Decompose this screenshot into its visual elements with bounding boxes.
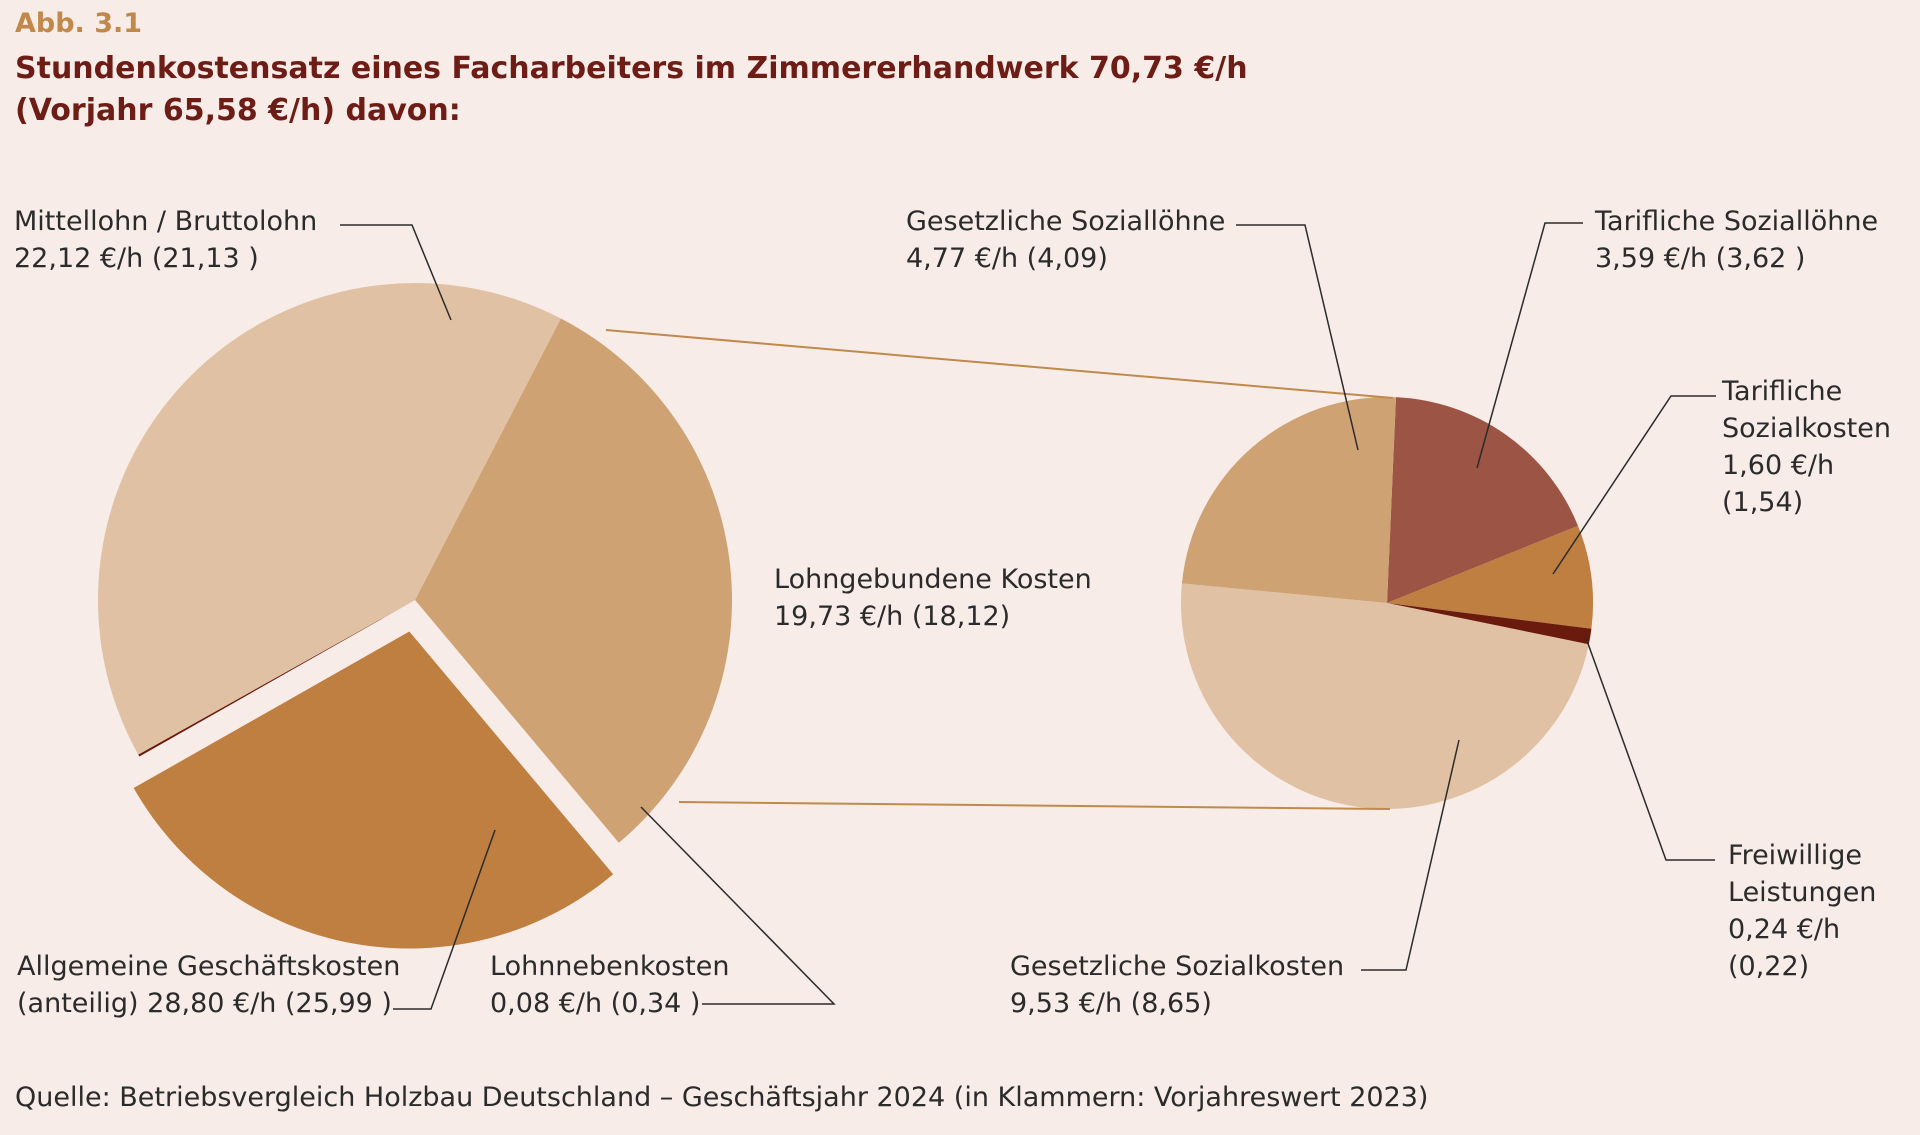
slice-geschaeftskosten bbox=[97, 282, 561, 755]
label-tarifliche-sozialloehne: Tarifliche Soziallöhne 3,59 €/h (3,62 ) bbox=[1595, 203, 1878, 277]
figure-label: Abb. 3.1 bbox=[15, 8, 143, 39]
label-freiwillige-leistungen-value: 0,24 €/h bbox=[1728, 914, 1841, 945]
label-geschaeftskosten: Allgemeine Geschäftskosten (anteilig) 28… bbox=[17, 948, 400, 1022]
label-mittellohn-value: 22,12 €/h (21,13 ) bbox=[14, 243, 259, 274]
source-note: Quelle: Betriebsvergleich Holzbau Deutsc… bbox=[15, 1082, 1429, 1113]
label-gesetzliche-sozialkosten: Gesetzliche Sozialkosten 9,53 €/h (8,65) bbox=[1010, 948, 1344, 1022]
label-geschaeftskosten-value: (anteilig) 28,80 €/h (25,99 ) bbox=[17, 988, 392, 1019]
slice-mittellohn bbox=[415, 318, 733, 843]
label-freiwillige-leistungen: Freiwillige Leistungen 0,24 €/h (0,22) bbox=[1728, 837, 1876, 985]
slice-tarifliche-sozialkosten bbox=[1387, 525, 1594, 629]
chart-title-line-1: Stundenkostensatz eines Facharbeiters im… bbox=[15, 51, 1248, 86]
slice-gesetzliche-sozialkosten bbox=[1181, 583, 1589, 809]
slice-freiwillige-leistungen bbox=[1387, 603, 1592, 645]
label-lohngebundene-kosten: Lohngebundene Kosten 19,73 €/h (18,12) bbox=[774, 561, 1092, 635]
label-freiwillige-leistungen-previous: (0,22) bbox=[1728, 951, 1810, 982]
label-tarifliche-sozialkosten-line-2: Sozialkosten bbox=[1722, 413, 1891, 444]
leader-geschaeftskosten bbox=[393, 829, 496, 1010]
slice-lohnnebenkosten bbox=[138, 600, 416, 757]
leader-tarifliche-sozialkosten bbox=[1552, 395, 1716, 575]
leader-freiwillige-leistungen bbox=[1585, 637, 1715, 861]
leader-tarifliche-sozialloehne bbox=[1476, 222, 1583, 469]
chart-title-line-2: (Vorjahr 65,58 €/h) davon: bbox=[15, 93, 461, 128]
label-lohnnebenkosten: Lohnnebenkosten 0,08 €/h (0,34 ) bbox=[490, 948, 729, 1022]
label-tarifliche-sozialkosten-previous: (1,54) bbox=[1722, 487, 1804, 518]
label-gesetzliche-sozialloehne-value: 4,77 €/h (4,09) bbox=[906, 243, 1108, 274]
chart-title: Stundenkostensatz eines Facharbeiters im… bbox=[15, 48, 1248, 132]
label-lohngebundene-kosten-name: Lohngebundene Kosten bbox=[774, 564, 1092, 595]
slice-lohngebundene-kosten bbox=[133, 631, 614, 949]
label-freiwillige-leistungen-line-1: Freiwillige bbox=[1728, 840, 1863, 871]
label-lohngebundene-kosten-value: 19,73 €/h (18,12) bbox=[774, 601, 1011, 632]
connector-line-bottom bbox=[678, 801, 1391, 810]
leader-gesetzliche-sozialkosten bbox=[1361, 739, 1460, 971]
label-gesetzliche-sozialkosten-value: 9,53 €/h (8,65) bbox=[1010, 988, 1212, 1019]
slice-tarifliche-sozialloehne bbox=[1387, 397, 1579, 603]
label-tarifliche-sozialkosten-value: 1,60 €/h bbox=[1722, 450, 1835, 481]
label-lohnnebenkosten-name: Lohnnebenkosten bbox=[490, 951, 730, 982]
label-mittellohn-name: Mittellohn / Bruttolohn bbox=[14, 206, 318, 237]
label-geschaeftskosten-name: Allgemeine Geschäftskosten bbox=[17, 951, 401, 982]
label-tarifliche-sozialkosten: Tarifliche Sozialkosten 1,60 €/h (1,54) bbox=[1722, 373, 1891, 521]
label-mittellohn: Mittellohn / Bruttolohn 22,12 €/h (21,13… bbox=[14, 203, 317, 277]
label-freiwillige-leistungen-line-2: Leistungen bbox=[1728, 877, 1877, 908]
label-tarifliche-sozialloehne-name: Tarifliche Soziallöhne bbox=[1595, 206, 1879, 237]
connector-line-top bbox=[605, 329, 1394, 399]
leader-mittellohn bbox=[340, 224, 452, 321]
label-gesetzliche-sozialloehne-name: Gesetzliche Soziallöhne bbox=[906, 206, 1226, 237]
label-gesetzliche-sozialloehne: Gesetzliche Soziallöhne 4,77 €/h (4,09) bbox=[906, 203, 1225, 277]
label-tarifliche-sozialkosten-line-1: Tarifliche bbox=[1722, 376, 1843, 407]
label-tarifliche-sozialloehne-value: 3,59 €/h (3,62 ) bbox=[1595, 243, 1806, 274]
label-lohnnebenkosten-value: 0,08 €/h (0,34 ) bbox=[490, 988, 701, 1019]
leader-gesetzliche-sozialloehne bbox=[1236, 224, 1359, 451]
slice-gesetzliche-sozialloehne bbox=[1181, 397, 1396, 603]
leader-lohnnebenkosten bbox=[640, 806, 836, 1005]
label-gesetzliche-sozialkosten-name: Gesetzliche Sozialkosten bbox=[1010, 951, 1345, 982]
